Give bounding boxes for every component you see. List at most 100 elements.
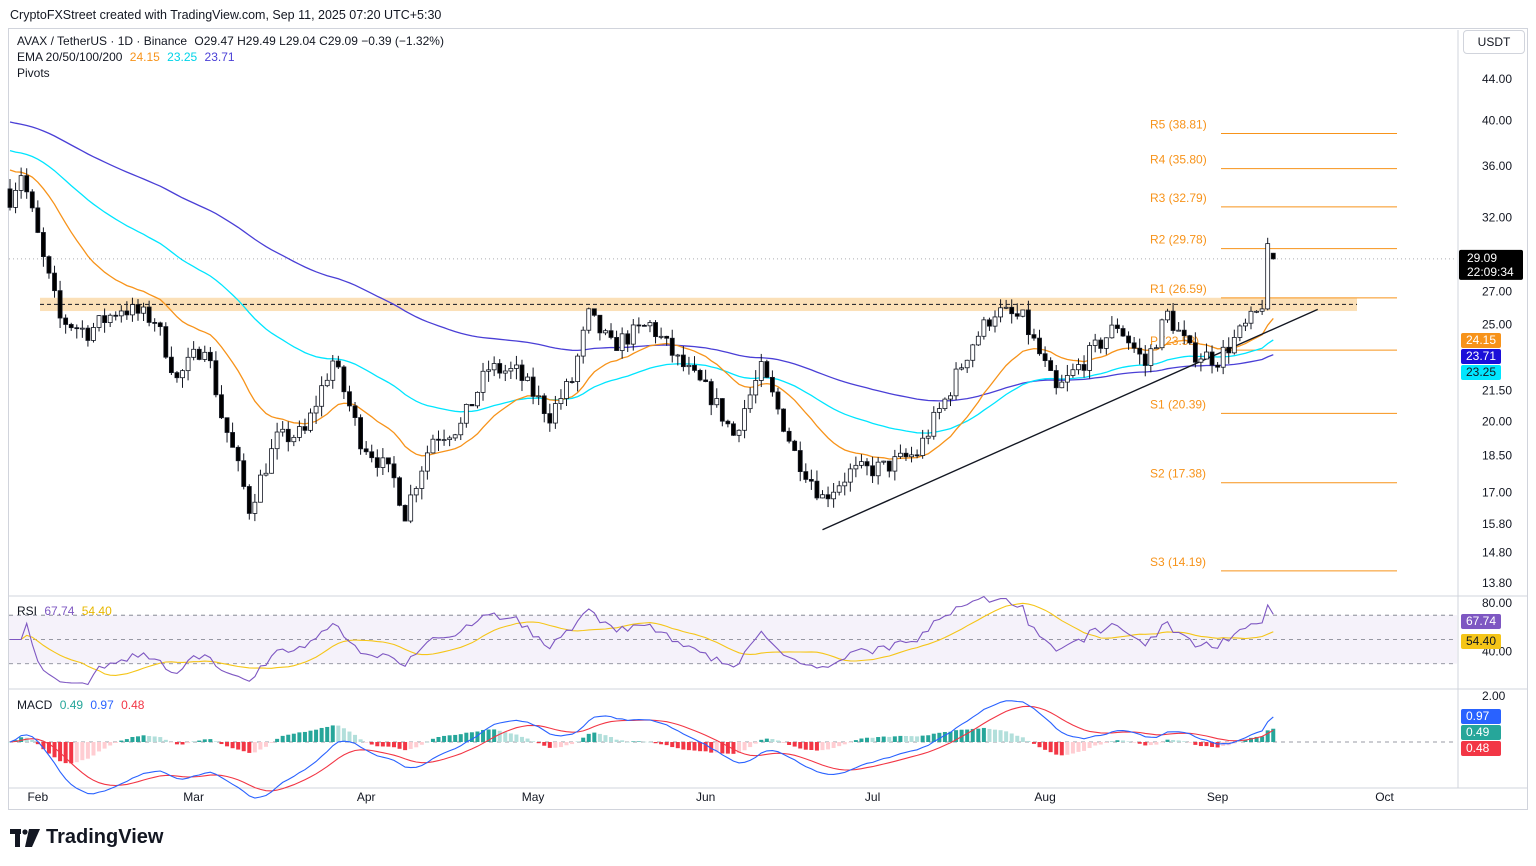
macd-histogram-bar — [981, 727, 986, 742]
candle-body — [235, 446, 241, 462]
candle-body — [163, 326, 169, 358]
macd-histogram-bar — [1121, 740, 1125, 742]
macd-signal-axis-label: 0.48 — [1466, 741, 1490, 755]
macd-histogram-bar — [1204, 742, 1209, 747]
candle-body — [714, 398, 720, 406]
candle-body — [13, 190, 18, 208]
macd-histogram-bar — [775, 740, 780, 742]
candle-body — [1037, 337, 1042, 355]
pivots-legend[interactable]: Pivots — [17, 66, 54, 80]
macd-histogram-bar — [141, 735, 146, 742]
price-axis-tick: 27.00 — [1482, 284, 1512, 298]
candle-body — [424, 452, 430, 472]
macd-histogram-bar — [1143, 742, 1148, 746]
macd-histogram-bar — [1009, 733, 1014, 742]
macd-histogram-bar — [870, 737, 875, 742]
candle-body — [758, 361, 764, 381]
ohlc-values: O29.47 H29.49 L29.04 C29.09 −0.39 (−1.32… — [194, 34, 444, 48]
candle-body — [1025, 309, 1031, 336]
macd-histogram-bar — [1193, 742, 1198, 745]
candle-body — [413, 488, 419, 496]
ema-legend[interactable]: EMA 20/50/100/200 24.15 23.25 23.71 — [17, 50, 239, 64]
macd-histogram-bar — [1215, 742, 1220, 748]
macd-histogram-bar — [314, 729, 319, 742]
macd-histogram-bar — [130, 736, 135, 742]
price-axis-tick: 44.00 — [1482, 72, 1512, 86]
candle-body — [747, 394, 753, 410]
macd-histogram-bar — [725, 742, 730, 754]
macd-histogram-bar — [642, 741, 647, 743]
candle-body — [419, 470, 425, 489]
candle-body — [91, 327, 96, 341]
price-axis-tick: 36.00 — [1482, 159, 1512, 173]
candle-body — [664, 335, 670, 339]
candle-body — [1092, 339, 1098, 346]
candle-body — [1215, 364, 1221, 368]
macd-legend[interactable]: MACD 0.49 0.97 0.48 — [17, 698, 148, 712]
candle-body — [591, 308, 597, 316]
candle-body — [79, 327, 85, 330]
macd-histogram-bar — [831, 742, 836, 748]
rsi-ma-line — [10, 602, 1274, 676]
macd-line-value: 0.97 — [90, 698, 114, 712]
macd-histogram-bar — [1037, 742, 1042, 748]
candle-body — [1098, 339, 1104, 349]
candle-body — [1209, 351, 1215, 366]
candle-body — [753, 380, 759, 396]
candle-body — [708, 381, 714, 406]
chart-frame[interactable] — [8, 28, 1528, 810]
candle-body — [24, 175, 30, 193]
candle-body — [113, 314, 119, 317]
macd-histogram-bar — [770, 739, 775, 742]
macd-histogram-bar — [102, 742, 107, 749]
macd-histogram-bar — [898, 735, 903, 742]
candle-body — [1109, 324, 1115, 339]
macd-histogram-bar — [909, 736, 914, 742]
candle-body — [1198, 358, 1204, 363]
candle-body — [853, 464, 859, 470]
currency-button[interactable]: USDT — [1463, 30, 1525, 54]
candle-body — [1192, 342, 1198, 363]
macd-histogram-bar — [375, 742, 380, 747]
macd-histogram-bar — [341, 728, 346, 742]
macd-histogram-bar — [258, 742, 263, 750]
macd-histogram-bar — [603, 735, 608, 742]
date-axis-label: May — [522, 790, 545, 804]
macd-histogram-bar — [91, 742, 96, 756]
macd-histogram-bar — [742, 742, 747, 751]
candle-body — [842, 481, 848, 487]
candle-body — [808, 479, 814, 482]
macd-histogram-bar — [647, 741, 652, 743]
macd-histogram-bar — [586, 733, 591, 742]
macd-histogram-bar — [46, 742, 51, 754]
candle-body — [870, 465, 875, 477]
candle-body — [792, 440, 798, 451]
candle-body — [486, 369, 491, 372]
chart-attribution: CryptoFXStreet created with TradingView.… — [10, 8, 442, 22]
macd-histogram-bar — [915, 736, 920, 742]
tradingview-logo-icon — [10, 828, 40, 847]
candle-body — [669, 337, 675, 356]
macd-histogram-bar — [1176, 740, 1181, 742]
macd-histogram-bar — [737, 742, 742, 753]
macd-histogram-bar — [8, 742, 12, 743]
candle-body — [547, 413, 553, 424]
macd-hist-axis-label-badge — [1461, 725, 1501, 740]
macd-histogram-bar — [236, 742, 241, 750]
macd-histogram-bar — [759, 739, 764, 742]
candle-body — [285, 428, 291, 443]
symbol-legend[interactable]: AVAX / TetherUS · 1D · Binance O29.47 H2… — [17, 34, 448, 48]
rsi-legend[interactable]: RSI 67.74 54.40 — [17, 604, 116, 618]
macd-histogram-bar — [865, 737, 870, 742]
rsi-line — [10, 595, 1274, 686]
macd-histogram-bar — [63, 742, 68, 764]
candle-body — [803, 471, 809, 480]
candle-body — [452, 434, 458, 439]
date-axis-label: Mar — [183, 790, 204, 804]
candle-body — [458, 422, 464, 436]
symbol-name[interactable]: AVAX / TetherUS · 1D · Binance — [17, 34, 188, 48]
macd-histogram-bar — [425, 741, 430, 743]
candle-body — [146, 306, 152, 323]
macd-histogram-bar — [113, 742, 118, 744]
